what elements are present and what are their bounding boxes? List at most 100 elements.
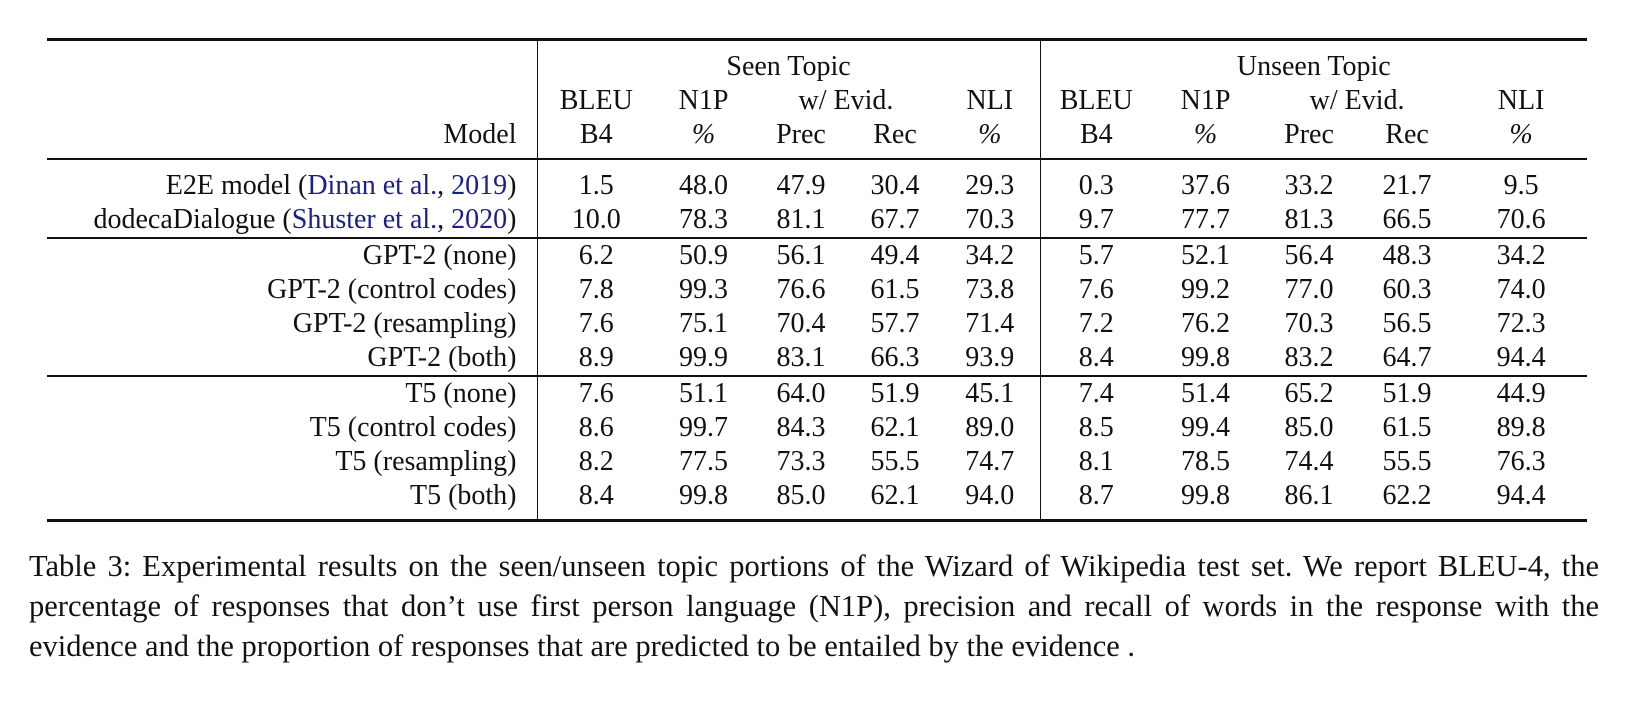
cell-unseen-rec: 21.7 — [1359, 158, 1456, 203]
cell-seen-n1p: 77.5 — [679, 446, 728, 477]
table-bottom-rule — [47, 519, 1587, 522]
row-model-name: T5 (resampling) — [47, 445, 538, 479]
citation-separator: , — [437, 204, 452, 235]
cell-seen-prec: 47.9 — [752, 158, 850, 203]
cell-unseen-n1p: 51.4 — [1152, 375, 1260, 411]
header-model-spacer-2 — [47, 84, 538, 118]
cell-unseen-rec: 48.3 — [1359, 237, 1456, 273]
header-unseen-evid: w/ Evid. — [1309, 85, 1405, 116]
row-model-prefix: E2E model ( — [165, 170, 308, 201]
cell-unseen-prec: 86.1 — [1284, 480, 1334, 511]
table-row: GPT-2 (none) 6.2 50.9 56.1 49.4 34.2 5.7… — [47, 237, 1588, 273]
table-row: dodecaDialogue (Shuster et al., 2020) 10… — [47, 203, 1587, 238]
header-unseen-nli: NLI — [1497, 85, 1545, 116]
row-model-name: GPT-2 (both) — [47, 341, 538, 376]
table-row: GPT-2 (both) 8.9 99.9 83.1 66.3 93.9 8.4… — [47, 341, 1587, 376]
results-table: Seen Topic Unseen Topic BLEU N1P w/ Evid… — [47, 41, 1588, 519]
cell-seen-nli: 29.3 — [940, 158, 1041, 203]
cell-seen-nli: 34.2 — [940, 237, 1041, 273]
results-table-container: Seen Topic Unseen Topic BLEU N1P w/ Evid… — [47, 38, 1588, 522]
cell-unseen-rec: 56.5 — [1382, 308, 1432, 339]
cell-seen-n1p: 99.9 — [679, 342, 728, 373]
header-seen-nli: NLI — [940, 84, 1041, 118]
table-caption-text: Table 3: Experimental results on the see… — [29, 549, 1599, 663]
header-unseen-prec: Prec — [1284, 119, 1334, 150]
cell-unseen-nli: 44.9 — [1455, 375, 1588, 411]
cell-seen-rec: 62.1 — [870, 412, 920, 443]
cell-seen-prec: 83.1 — [776, 342, 826, 373]
cell-seen-prec: 73.3 — [776, 446, 826, 477]
cell-unseen-bleu: 8.5 — [1078, 412, 1114, 443]
row-model-name: GPT-2 (control codes) — [47, 273, 538, 307]
cell-unseen-bleu: 9.7 — [1078, 204, 1114, 235]
row-model-suffix: ) — [507, 204, 517, 235]
header-seen-b4: B4 — [579, 119, 613, 150]
cell-unseen-nli: 76.3 — [1496, 446, 1546, 477]
cell-seen-n1p: 50.9 — [655, 237, 752, 273]
cell-unseen-n1p: 76.2 — [1181, 308, 1231, 339]
row-model-name: E2E model (Dinan et al., 2019) — [47, 158, 538, 203]
cell-unseen-rec: 60.3 — [1382, 274, 1432, 305]
cell-unseen-prec: 56.4 — [1259, 237, 1360, 273]
cell-unseen-prec: 74.4 — [1284, 446, 1334, 477]
cell-unseen-prec: 83.2 — [1284, 342, 1334, 373]
cell-seen-nli: 45.1 — [940, 375, 1041, 411]
citation-separator: , — [437, 170, 452, 201]
table-row: T5 (resampling) 8.2 77.5 73.3 55.5 74.7 … — [47, 445, 1587, 479]
cell-seen-bleu: 8.2 — [578, 446, 614, 477]
citation-author-link[interactable]: Shuster et al. — [291, 204, 438, 235]
table-top-rule — [47, 38, 1587, 41]
header-unseen-rec: Rec — [1385, 119, 1429, 150]
header-seen-bleu: BLEU — [559, 85, 633, 116]
header-unseen-n1p: N1P — [1180, 85, 1231, 116]
header-unseen-n1p-pct: % — [1193, 119, 1218, 150]
cell-seen-n1p: 51.1 — [655, 375, 752, 411]
header-seen-n1p-pct: % — [691, 119, 716, 150]
cell-unseen-n1p: 77.7 — [1181, 204, 1231, 235]
header-unseen-bleu: BLEU — [1059, 85, 1133, 116]
table-row: T5 (both) 8.4 99.8 85.0 62.1 94.0 8.7 99… — [47, 479, 1587, 519]
cell-seen-bleu: 7.6 — [578, 308, 614, 339]
cell-seen-bleu: 8.4 — [578, 480, 614, 511]
cell-seen-rec: 61.5 — [870, 274, 920, 305]
header-model: Model — [47, 118, 538, 159]
row-model-name: dodecaDialogue (Shuster et al., 2020) — [47, 203, 538, 238]
cell-seen-n1p: 48.0 — [655, 158, 752, 203]
cell-seen-bleu: 8.9 — [578, 342, 614, 373]
cell-seen-prec: 84.3 — [776, 412, 826, 443]
cell-seen-n1p: 99.7 — [679, 412, 728, 443]
citation-author-link[interactable]: Dinan et al. — [307, 170, 438, 201]
table-row: E2E model (Dinan et al., 2019) 1.5 48.0 … — [47, 158, 1588, 203]
cell-unseen-prec: 81.3 — [1284, 204, 1334, 235]
header-row-groups: Seen Topic Unseen Topic — [47, 41, 1587, 84]
cell-seen-n1p: 99.3 — [679, 274, 728, 305]
cell-unseen-bleu: 7.6 — [1078, 274, 1114, 305]
cell-unseen-nli: 94.4 — [1496, 480, 1546, 511]
cell-seen-nli: 73.8 — [940, 273, 1041, 307]
cell-unseen-rec: 62.2 — [1382, 480, 1432, 511]
cell-unseen-bleu: 8.1 — [1078, 446, 1114, 477]
cell-seen-rec: 62.1 — [870, 480, 920, 511]
cell-seen-rec: 67.7 — [870, 204, 920, 235]
cell-unseen-rec: 66.5 — [1382, 204, 1432, 235]
table-row: T5 (none) 7.6 51.1 64.0 51.9 45.1 7.4 51… — [47, 375, 1588, 411]
header-unseen-b4: B4 — [1079, 119, 1113, 150]
cell-unseen-rec: 51.9 — [1359, 375, 1456, 411]
cell-unseen-rec: 55.5 — [1382, 446, 1432, 477]
citation-year-link[interactable]: 2019 — [451, 170, 508, 201]
table-row: T5 (control codes) 8.6 99.7 84.3 62.1 89… — [47, 411, 1587, 445]
table-caption: Table 3: Experimental results on the see… — [29, 546, 1599, 666]
cell-unseen-bleu: 8.4 — [1078, 342, 1114, 373]
citation-year-link[interactable]: 2020 — [451, 204, 508, 235]
cell-seen-rec: 66.3 — [870, 342, 920, 373]
cell-seen-n1p: 99.8 — [679, 480, 728, 511]
header-row-units: Model B4 % Prec Rec % B4 % Prec Rec % — [47, 118, 1587, 159]
row-model-name: T5 (none) — [47, 375, 538, 411]
cell-unseen-rec: 61.5 — [1382, 412, 1432, 443]
cell-unseen-bleu: 7.4 — [1040, 375, 1153, 411]
cell-unseen-n1p: 99.2 — [1181, 274, 1231, 305]
row-model-suffix: ) — [507, 170, 517, 201]
header-seen-rec: Rec — [873, 119, 917, 150]
cell-seen-n1p: 75.1 — [679, 308, 728, 339]
cell-unseen-n1p: 52.1 — [1152, 237, 1260, 273]
